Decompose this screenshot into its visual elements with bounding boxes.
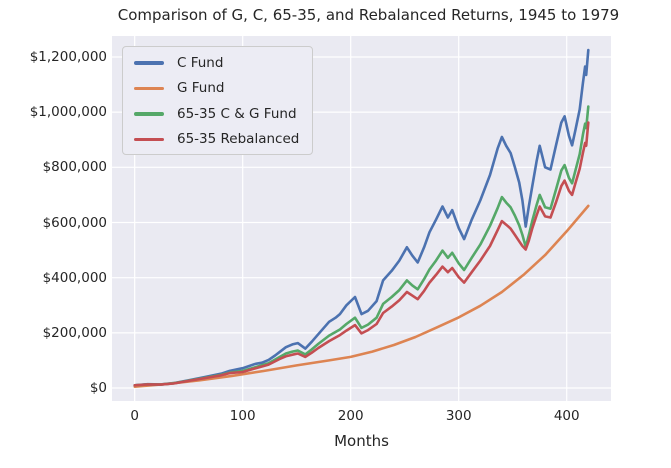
legend-line-swatch	[134, 112, 164, 116]
legend-item-65-35-c-g-fund: 65-35 C & G Fund	[123, 101, 312, 127]
legend-item-65-35-rebalanced: 65-35 Rebalanced	[123, 127, 312, 153]
y-tick-label: $1,000,000	[29, 104, 107, 121]
legend-line-swatch	[134, 86, 164, 90]
series-line-65-35-rebalanced	[133, 121, 590, 387]
y-tick-label: $800,000	[42, 159, 107, 176]
legend-label: C Fund	[177, 54, 224, 71]
legend-label: 65-35 Rebalanced	[177, 131, 300, 148]
series-line-g-fund	[133, 204, 590, 389]
y-tick-label: $600,000	[42, 214, 107, 231]
x-tick-label: 0	[130, 408, 139, 424]
x-tick-label: 100	[229, 408, 256, 424]
y-tick-label: $0	[89, 380, 107, 397]
x-tick-label: 200	[337, 408, 364, 424]
legend-label: 65-35 C & G Fund	[177, 105, 297, 122]
x-tick-label: 300	[445, 408, 472, 424]
legend-item-c-fund: C Fund	[123, 50, 312, 76]
plot-area: C Fund G Fund 65-35 C & G Fund 65-35 Rebala…	[112, 36, 611, 401]
legend-line-swatch	[134, 137, 164, 141]
legend-label: G Fund	[177, 80, 225, 97]
y-tick-label: $400,000	[42, 269, 107, 286]
y-tick-label: $1,200,000	[29, 48, 107, 65]
series-line-65-35-c-g-fund	[133, 105, 590, 387]
legend-item-g-fund: G Fund	[123, 76, 312, 102]
series-line-c-fund	[133, 48, 590, 387]
x-tick-label: 400	[553, 408, 580, 424]
legend-line-swatch	[134, 61, 164, 65]
chart-title: Comparison of G, C, 65-35, and Rebalance…	[117, 6, 620, 24]
x-axis-label: Months	[334, 432, 389, 450]
y-tick-label: $200,000	[42, 324, 107, 341]
legend: C Fund G Fund 65-35 C & G Fund 65-35 Rebala…	[122, 46, 313, 155]
